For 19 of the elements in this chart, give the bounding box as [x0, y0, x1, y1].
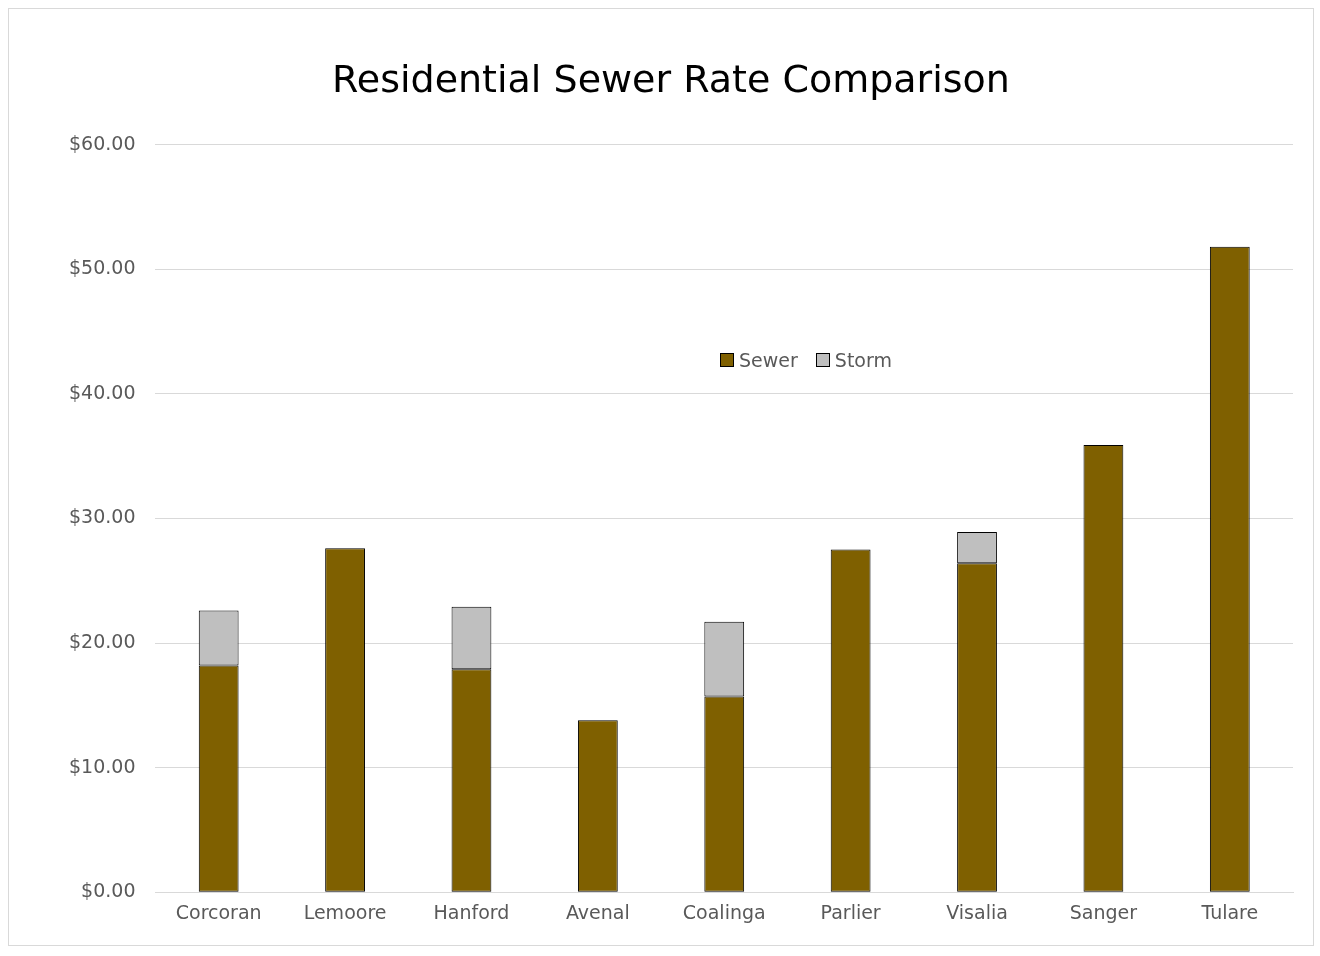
- chart-title: Residential Sewer Rate Comparison: [332, 56, 1010, 101]
- legend-label: Storm: [834, 349, 892, 371]
- x-tick-label: Lemoore: [303, 900, 387, 923]
- x-tick-label: Parlier: [820, 900, 881, 923]
- y-tick-label: $60.00: [69, 131, 136, 154]
- legend-label: Sewer: [739, 349, 798, 371]
- x-tick-label: Visalia: [946, 900, 1008, 923]
- y-tick-label: $50.00: [69, 256, 136, 279]
- x-tick-label: Avenal: [565, 900, 630, 923]
- x-tick-label: Hanford: [433, 900, 510, 923]
- x-tick-label: Coalinga: [682, 900, 766, 923]
- y-tick-label: $20.00: [69, 629, 136, 652]
- y-tick-label: $30.00: [69, 505, 136, 528]
- x-tick-label: Corcoran: [175, 900, 262, 923]
- y-tick-label: $40.00: [69, 380, 136, 403]
- x-tick-label: Sanger: [1069, 900, 1138, 923]
- y-tick-label: $0.00: [81, 879, 136, 902]
- x-tick-label: Tulare: [1200, 900, 1259, 923]
- y-tick-label: $10.00: [69, 754, 136, 777]
